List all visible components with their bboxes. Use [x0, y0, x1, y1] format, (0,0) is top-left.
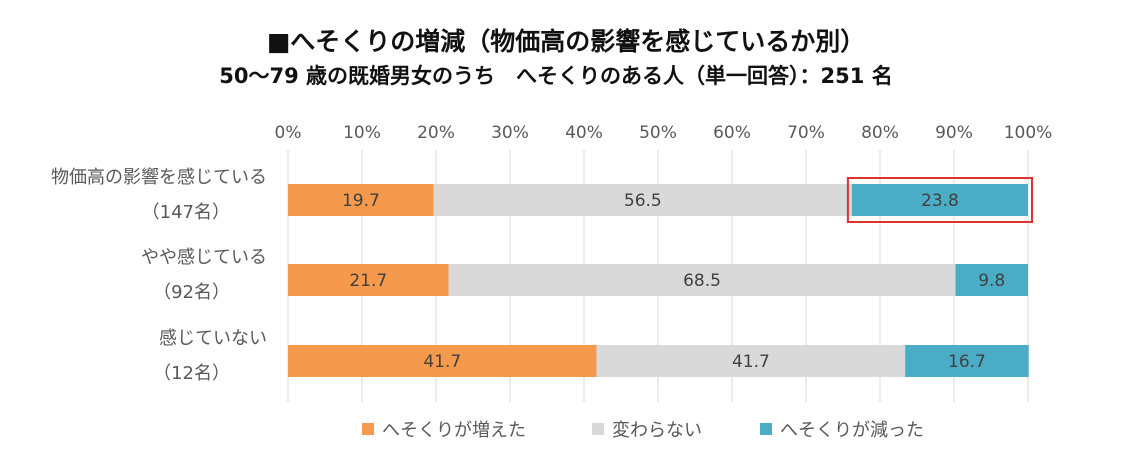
- data-label: 41.7: [732, 352, 770, 372]
- legend-label-decreased: へそくりが減った: [780, 420, 924, 441]
- bar-segment: [288, 184, 434, 216]
- bar-segment: [288, 345, 597, 377]
- legend-item-decreased: へそくりが減った: [760, 416, 924, 442]
- legend-swatch-increased: [362, 423, 374, 435]
- x-tick-label: 90%: [935, 123, 973, 143]
- category-label: やや感じている: [141, 247, 267, 268]
- x-tick-label: 80%: [861, 123, 899, 143]
- category-label: 物価高の影響を感じている: [51, 167, 267, 188]
- bar-segment: [851, 184, 1028, 216]
- data-label: 68.5: [683, 271, 721, 291]
- bar-segment: [448, 264, 956, 296]
- stacked-bar-chart: 0% 10% 20% 30% 40% 50% 60% 70% 80% 90% 100% 19.7 56.…: [51, 123, 1053, 402]
- x-tick-label: 70%: [787, 123, 825, 143]
- x-tick-label: 40%: [565, 123, 603, 143]
- chart-title: ■へそくりの増減（物価高の影響を感じているか別）: [266, 27, 866, 56]
- category-count: （12名）: [153, 363, 230, 384]
- category-count: （147名）: [142, 202, 230, 223]
- legend-item-unchanged: 変わらない: [592, 416, 702, 442]
- highlight-box: [846, 177, 1033, 223]
- legend-swatch-unchanged: [592, 423, 604, 435]
- data-label: 19.7: [342, 191, 380, 211]
- data-label: 16.7: [948, 352, 986, 372]
- category-count: （92名）: [153, 282, 230, 303]
- bar-segment: [905, 345, 1029, 377]
- x-tick-label: 50%: [639, 123, 677, 143]
- x-tick-label: 20%: [417, 123, 455, 143]
- data-label: 9.8: [978, 271, 1005, 291]
- x-tick-label: 60%: [713, 123, 751, 143]
- x-tick-label: 100%: [1004, 123, 1053, 143]
- x-tick-label: 0%: [275, 123, 302, 143]
- legend-label-unchanged: 変わらない: [612, 420, 702, 441]
- data-label: 23.8: [921, 191, 959, 211]
- data-label: 56.5: [624, 191, 662, 211]
- legend-label-increased: へそくりが増えた: [382, 420, 526, 441]
- bar-segment: [596, 345, 906, 377]
- x-tick-label: 30%: [491, 123, 529, 143]
- data-label: 41.7: [423, 352, 461, 372]
- legend-item-increased: へそくりが増えた: [362, 416, 526, 442]
- chart-subtitle: 50～79 歳の既婚男女のうち へそくりのある人（単一回答）：251 名: [219, 64, 893, 88]
- bar-segment: [288, 264, 449, 296]
- legend-swatch-decreased: [760, 423, 772, 435]
- legend: へそくりが増えた 変わらない へそくりが減った: [0, 416, 1132, 442]
- category-label: 感じていない: [159, 328, 267, 349]
- x-tick-label: 10%: [343, 123, 381, 143]
- bar-segment: [433, 184, 852, 216]
- bar-segment: [955, 264, 1028, 296]
- data-label: 21.7: [349, 271, 387, 291]
